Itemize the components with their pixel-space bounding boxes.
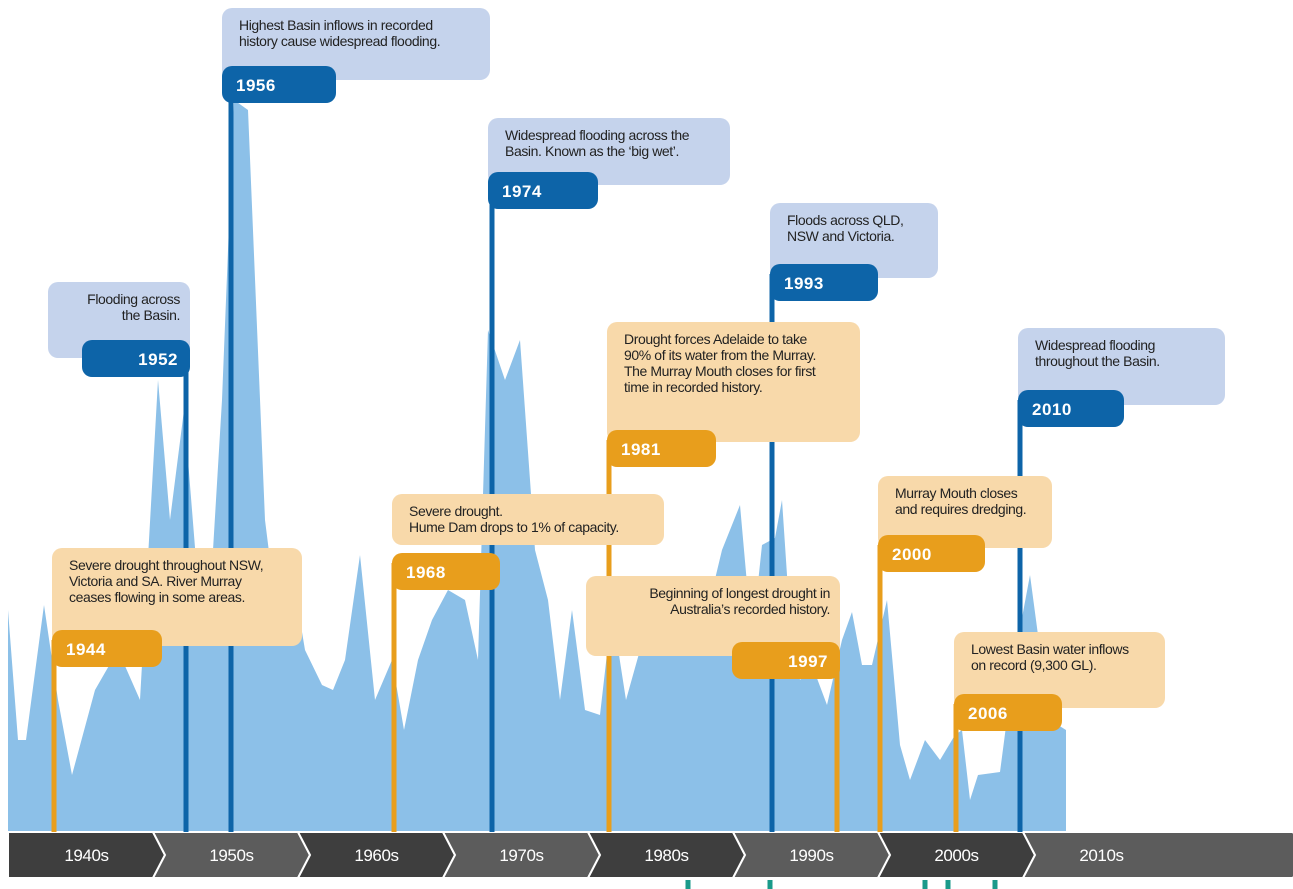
event-year: 2000: [892, 545, 932, 564]
year-tag: [607, 430, 716, 467]
year-tag: [52, 630, 162, 667]
pole: [391, 563, 397, 832]
event-text: the Basin.: [122, 307, 180, 323]
event-text: Widespread flooding across the: [505, 127, 690, 143]
event-text: 90% of its water from the Murray.: [624, 347, 816, 363]
event-box: [954, 632, 1165, 708]
decade-label: 1940s: [64, 846, 108, 865]
year-tag: [488, 172, 598, 209]
event-text: Highest Basin inflows in recorded: [239, 17, 433, 33]
pole: [1017, 400, 1023, 832]
decade-chevron: [1021, 831, 1293, 879]
year-tag: [954, 694, 1062, 731]
events: 1956 Highest Basin inflows in recordedhis…: [48, 8, 1225, 832]
event-box: [48, 282, 190, 358]
event-box: [488, 118, 730, 185]
event-text: NSW and Victoria.: [787, 228, 894, 244]
event-text: time in recorded history.: [624, 379, 762, 395]
pole: [769, 274, 775, 832]
year-tag: [82, 340, 190, 377]
event-text: history cause widespread flooding.: [239, 33, 440, 49]
bottom-marks: [685, 880, 998, 889]
event-year: 1974: [502, 182, 542, 201]
decade-label: 1960s: [354, 846, 398, 865]
event-box: [52, 548, 302, 646]
event-text: Lowest Basin water inflows: [971, 641, 1129, 657]
event-box: [222, 8, 490, 80]
decade-label: 2010s: [1079, 846, 1123, 865]
year-tag: [732, 642, 840, 679]
year-tag: [878, 535, 985, 572]
pole: [953, 704, 959, 832]
event-year: 1944: [66, 640, 106, 659]
event-text: The Murray Mouth closes for first: [624, 363, 816, 379]
event-text: Severe drought throughout NSW,: [69, 557, 263, 573]
pole: [834, 652, 840, 832]
event-year: 1956: [236, 76, 276, 95]
decade-label: 1950s: [209, 846, 253, 865]
event-text: ceases flowing in some areas.: [69, 589, 245, 605]
event-text: Flooding across: [87, 291, 180, 307]
event-box: [1018, 328, 1225, 405]
event-text: Beginning of longest drought in: [649, 585, 830, 601]
event-text: Australia’s recorded history.: [670, 601, 830, 617]
event-text: and requires dredging.: [895, 501, 1026, 517]
event-text: throughout the Basin.: [1035, 353, 1160, 369]
inflow-area: [8, 100, 1066, 832]
decade-bar: 1940s 1950s 1960s 1970s 1980s 1990s 2000s 2010s: [7, 831, 1293, 879]
event-text: Widespread flooding: [1035, 337, 1155, 353]
event-text: Severe drought.: [409, 503, 503, 519]
event-text: Floods across QLD,: [787, 212, 904, 228]
pole: [228, 76, 234, 832]
event-year: 2006: [968, 704, 1008, 723]
event-text: Basin. Known as the ‘big wet’.: [505, 143, 679, 159]
year-tag: [770, 264, 878, 301]
decade-label: 2000s: [934, 846, 978, 865]
event-box: [770, 203, 938, 278]
event-text: Drought forces Adelaide to take: [624, 331, 808, 347]
event-box: [607, 322, 860, 442]
pole: [877, 545, 883, 832]
year-tag: [1018, 390, 1124, 427]
event-text: Victoria and SA. River Murray: [69, 573, 242, 589]
event-year: 1952: [138, 350, 178, 369]
event-text: Murray Mouth closes: [895, 485, 1018, 501]
decade-label: 1970s: [499, 846, 543, 865]
event-year: 2010: [1032, 400, 1072, 419]
event-year: 1993: [784, 274, 824, 293]
pole: [51, 640, 57, 832]
event-text: on record (9,300 GL).: [971, 657, 1096, 673]
year-tag: [222, 66, 336, 103]
decade-label: 1980s: [644, 846, 688, 865]
event-text: Hume Dam drops to 1% of capacity.: [409, 519, 619, 535]
decade-label: 1990s: [789, 846, 833, 865]
event-year: 1981: [621, 440, 661, 459]
event-box: [878, 476, 1052, 548]
event-box: [392, 494, 664, 545]
event-box: [586, 576, 840, 656]
year-tag: [392, 553, 500, 590]
event-year: 1997: [788, 652, 828, 671]
event-year: 1968: [406, 563, 446, 582]
